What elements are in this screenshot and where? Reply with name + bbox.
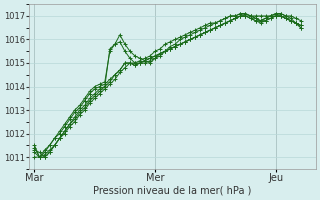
X-axis label: Pression niveau de la mer( hPa ): Pression niveau de la mer( hPa ) [93,186,252,196]
